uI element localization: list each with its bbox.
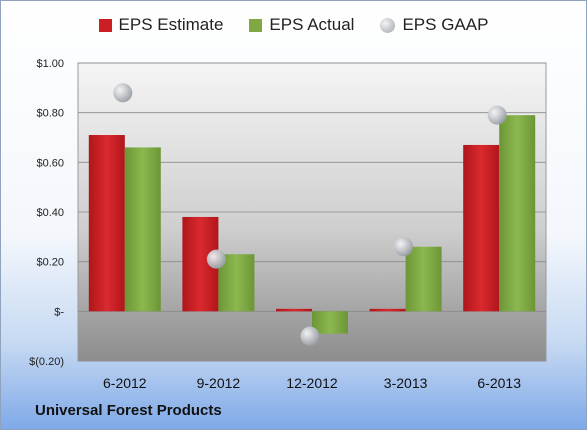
- legend-label-eps-gaap: EPS GAAP: [402, 15, 489, 34]
- bar-eps-actual: [312, 311, 348, 334]
- y-tick-label: $(0.20): [29, 356, 64, 368]
- y-tick-label: $0.40: [36, 207, 64, 219]
- bar-eps-actual: [124, 147, 161, 312]
- y-tick-label: $1.00: [36, 58, 64, 70]
- legend-label-eps-estimate: EPS Estimate: [118, 15, 224, 34]
- company-name: Universal Forest Products: [35, 402, 222, 419]
- y-tick-label: $0.60: [36, 157, 64, 169]
- legend-item-eps-actual: EPS Actual: [249, 15, 354, 35]
- legend-swatch-eps-actual: [249, 18, 263, 32]
- chart-legend: EPS Estimate EPS Actual EPS GAAP: [1, 15, 586, 35]
- bar-eps-actual: [499, 115, 536, 312]
- marker-eps-gaap: [394, 237, 414, 257]
- x-tick-label: 9-2012: [197, 375, 241, 391]
- legend-swatch-eps-gaap: [380, 17, 396, 33]
- bar-eps-estimate: [276, 308, 312, 312]
- y-tick-label: $-: [54, 306, 64, 318]
- y-tick-label: $0.80: [36, 108, 64, 120]
- marker-eps-gaap: [487, 105, 507, 125]
- bar-eps-estimate: [88, 135, 125, 312]
- legend-item-eps-estimate: EPS Estimate: [98, 15, 224, 35]
- marker-eps-gaap: [113, 83, 133, 103]
- x-tick-label: 6-2013: [477, 375, 521, 391]
- x-tick-label: 12-2012: [286, 375, 338, 391]
- legend-swatch-eps-estimate: [98, 18, 112, 32]
- bar-eps-actual: [405, 246, 442, 312]
- legend-item-eps-gaap: EPS GAAP: [380, 15, 488, 35]
- bar-eps-estimate: [369, 308, 406, 312]
- marker-eps-gaap: [206, 249, 226, 269]
- marker-eps-gaap: [300, 326, 320, 346]
- y-tick-label: $0.20: [36, 257, 64, 269]
- x-tick-label: 6-2012: [103, 375, 147, 391]
- legend-label-eps-actual: EPS Actual: [269, 15, 355, 34]
- x-tick-label: 3-2013: [384, 375, 428, 391]
- bar-eps-estimate: [463, 144, 500, 312]
